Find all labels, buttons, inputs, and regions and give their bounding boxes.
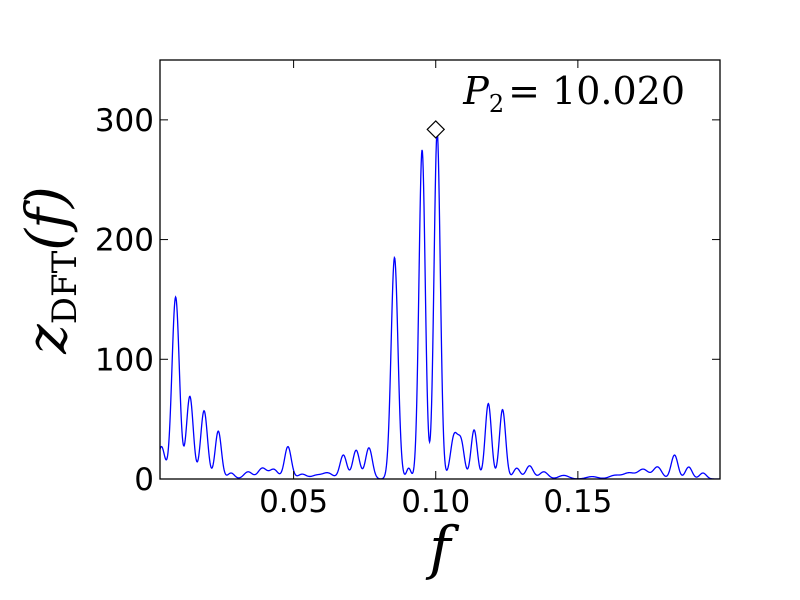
x-tick-label: 0.10 <box>401 484 470 520</box>
y-axis-label-arg: (f) <box>15 186 80 250</box>
period-subscript: 2 <box>489 90 504 118</box>
x-axis-label-text: f <box>425 514 460 582</box>
peak-diamond-marker <box>426 120 446 139</box>
y-axis-label-main: z <box>15 324 80 355</box>
axes-frame <box>159 59 721 480</box>
y-tick-label: 0 <box>134 462 154 498</box>
y-tick-label: 100 <box>95 342 154 378</box>
period-annotation-text: P2 = 10.020 <box>462 69 685 118</box>
y-axis-label-sub: DFT <box>45 250 85 324</box>
period-annotation: P2 = 10.020 <box>462 69 685 118</box>
period-symbol: P <box>462 69 490 113</box>
x-axis-label: f <box>425 514 460 582</box>
y-tick-label: 300 <box>95 103 154 139</box>
x-tick-label: 0.15 <box>543 484 612 520</box>
y-tick-label: 200 <box>95 223 154 259</box>
y-axis-label: zDFT(f) <box>15 186 85 354</box>
x-tick-label: 0.05 <box>259 484 328 520</box>
plot-area <box>160 120 720 479</box>
axes: 0.05 0.10 0.15 0 100 200 300 <box>95 59 721 520</box>
y-axis-label-text: zDFT(f) <box>15 186 85 354</box>
spectrum-line <box>160 131 720 479</box>
period-value: = 10.020 <box>508 69 685 113</box>
